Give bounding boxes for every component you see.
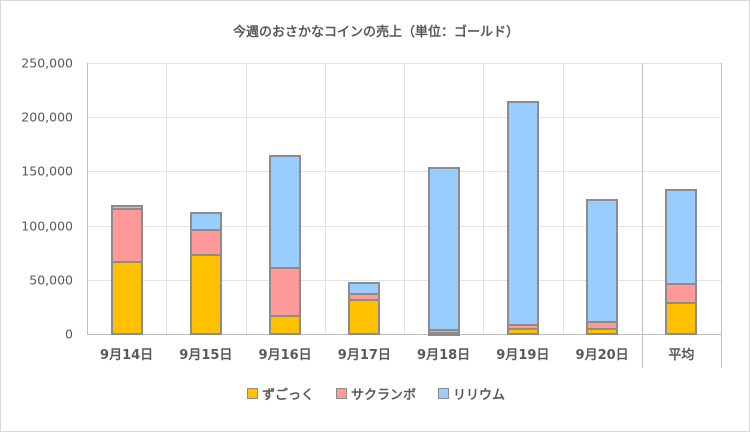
vertical-gridline [324, 63, 326, 334]
legend-swatch-icon [246, 388, 258, 399]
x-tick-label: 平均 [668, 348, 695, 363]
right-border [721, 63, 722, 368]
y-tick-label: 250,000 [21, 55, 73, 71]
x-tick-label: 9月18日 [417, 348, 471, 363]
vertical-gridline [404, 63, 405, 334]
gridline [87, 225, 721, 227]
x-tick-label: 9月14日 [100, 348, 154, 363]
x-axis-line [87, 334, 721, 335]
legend-item[interactable]: リリウム [438, 384, 505, 403]
y-tick-label: 100,000 [21, 218, 73, 234]
bar-segment[interactable] [665, 282, 698, 304]
legend-label: リリウム [453, 388, 506, 403]
gridline [87, 171, 721, 173]
x-tick-label: 9月20日 [575, 348, 629, 363]
vertical-gridline [483, 63, 485, 334]
gridline [87, 63, 721, 64]
bar-segment[interactable] [110, 205, 143, 210]
gridline [87, 117, 721, 119]
vertical-gridline [245, 63, 247, 334]
x-tick-label: 9月15日 [179, 348, 233, 363]
bar-segment[interactable] [189, 253, 222, 335]
bar-segment[interactable] [506, 101, 539, 327]
legend: ずごっく サクランボ リリウム [1, 384, 750, 403]
x-tick-label: 9月19日 [496, 348, 550, 363]
vertical-gridline [562, 63, 564, 334]
bar-segment[interactable] [110, 260, 143, 335]
bar-segment[interactable] [269, 314, 302, 335]
y-axis-line [87, 63, 88, 334]
legend-item[interactable]: サクランボ [335, 384, 416, 403]
bar-segment[interactable] [586, 198, 619, 323]
bar-segment[interactable] [348, 299, 381, 335]
x-tick-label: 9月16日 [258, 348, 312, 363]
bar-segment[interactable] [665, 301, 698, 335]
y-tick-label: 200,000 [21, 109, 73, 125]
legend-swatch-icon [335, 388, 347, 399]
gridline [87, 279, 721, 281]
y-tick-label: 0 [65, 326, 73, 342]
bar-segment[interactable] [110, 207, 143, 263]
legend-label: ずごっく [261, 388, 314, 403]
average-separator [642, 63, 643, 368]
bar-segment[interactable] [269, 267, 302, 317]
y-tick-label: 50,000 [29, 272, 73, 288]
bar-segment[interactable] [189, 211, 222, 231]
x-tick-label: 9月17日 [337, 348, 391, 363]
bar-segment[interactable] [269, 155, 302, 270]
bar-segment[interactable] [189, 228, 222, 256]
vertical-gridline [166, 63, 168, 334]
legend-swatch-icon [438, 388, 449, 399]
plot-area [87, 63, 722, 368]
bar-segment[interactable] [665, 188, 698, 285]
bar-segment[interactable] [348, 281, 381, 295]
legend-label: サクランボ [350, 388, 416, 403]
legend-item[interactable]: ずごっく [246, 384, 314, 403]
chart-title: 今週のおさかなコインの売上（単位：ゴールド） [232, 25, 519, 40]
y-tick-label: 150,000 [21, 163, 73, 179]
bar-segment[interactable] [427, 167, 460, 331]
